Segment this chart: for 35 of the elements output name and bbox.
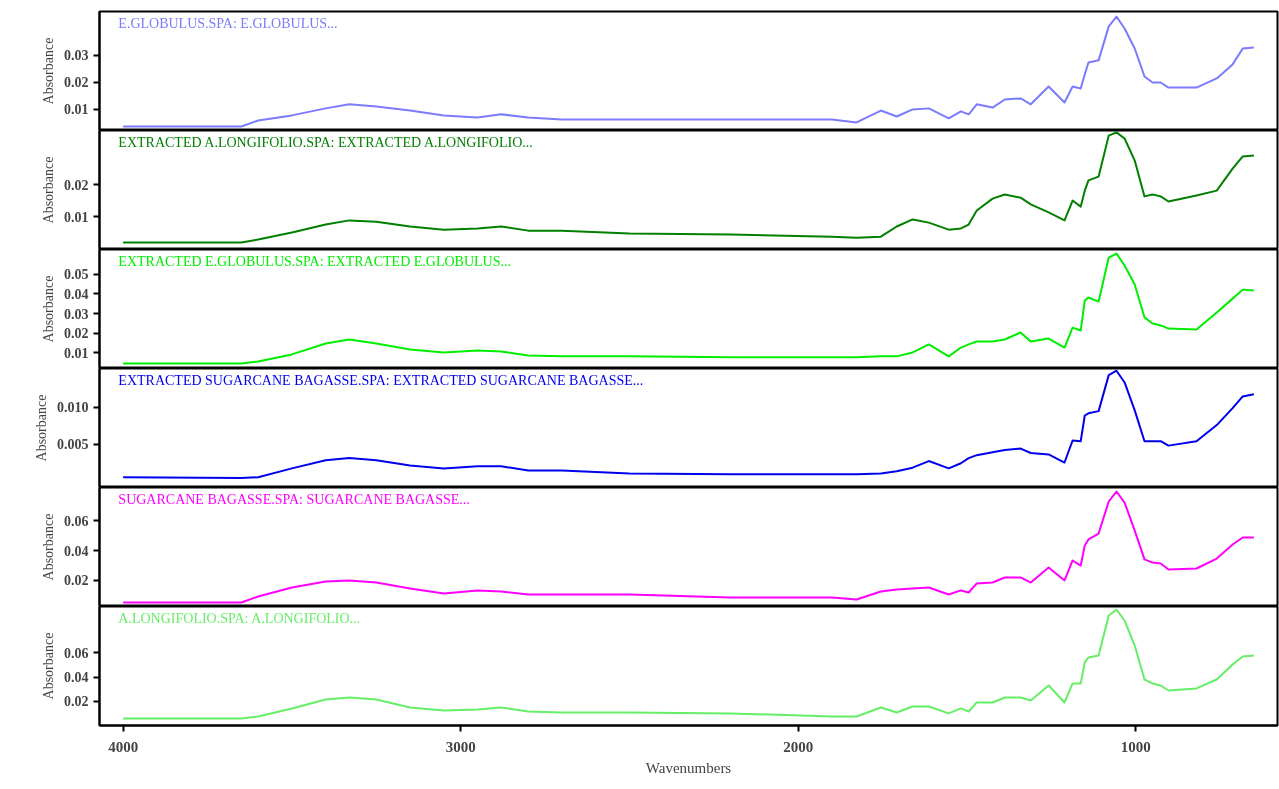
- y-tick-label: 0.02: [64, 326, 89, 342]
- x-axis-title: Wavenumbers: [645, 759, 732, 776]
- text: A.LONGIFOLIO.SPA: A.LONGIFOLIO...: [118, 611, 361, 627]
- x-tick-label: 3000: [445, 738, 476, 755]
- y-tick-label: 0.02: [64, 177, 89, 193]
- y-tick-label: 0.06: [64, 645, 89, 661]
- y-axis-title: Absorbance: [41, 37, 56, 105]
- y-tick-label: 0.01: [64, 102, 89, 118]
- y-axis-title: Absorbance: [41, 275, 56, 343]
- y-tick-label: 0.005: [57, 437, 89, 453]
- y-tick-label: 0.04: [64, 286, 89, 302]
- y-tick-label: 0.04: [64, 670, 89, 686]
- y-tick-label: 0.02: [64, 694, 89, 710]
- text: EXTRACTED SUGARCANE BAGASSE.SPA: EXTRACTED SUGARCANE BAGASSE...: [118, 373, 644, 389]
- text: EXTRACTED A.LONGIFOLIO.SPA: EXTRACTED A.LONGIFOLIO...: [118, 135, 533, 151]
- y-tick-label: 0.01: [64, 345, 89, 361]
- y-axis-title: Absorbance: [41, 156, 56, 224]
- y-axis-title: Absorbance: [41, 513, 56, 581]
- y-tick-label: 0.03: [64, 306, 89, 322]
- y-tick-label: 0.05: [64, 267, 89, 283]
- y-tick-label: 0.02: [64, 573, 89, 589]
- x-tick-label: 4000: [108, 738, 139, 755]
- y-tick-label: 0.06: [64, 513, 89, 529]
- y-tick-label: 0.03: [64, 48, 89, 64]
- y-tick-label: 0.010: [57, 400, 89, 416]
- y-axis-title: Absorbance: [41, 632, 56, 700]
- x-tick-label: 1000: [1120, 738, 1151, 755]
- y-axis-title: Absorbance: [34, 394, 49, 462]
- text: EXTRACTED E.GLOBULUS.SPA: EXTRACTED E.GLOBULUS...: [118, 254, 511, 270]
- y-tick-label: 0.02: [64, 75, 89, 91]
- x-tick-label: 2000: [783, 738, 814, 755]
- text: SUGARCANE BAGASSE.SPA: SUGARCANE BAGASSE...: [118, 492, 470, 508]
- y-tick-label: 0.01: [64, 209, 89, 225]
- text: E.GLOBULUS.SPA: E.GLOBULUS...: [118, 16, 338, 32]
- y-tick-label: 0.04: [64, 543, 89, 559]
